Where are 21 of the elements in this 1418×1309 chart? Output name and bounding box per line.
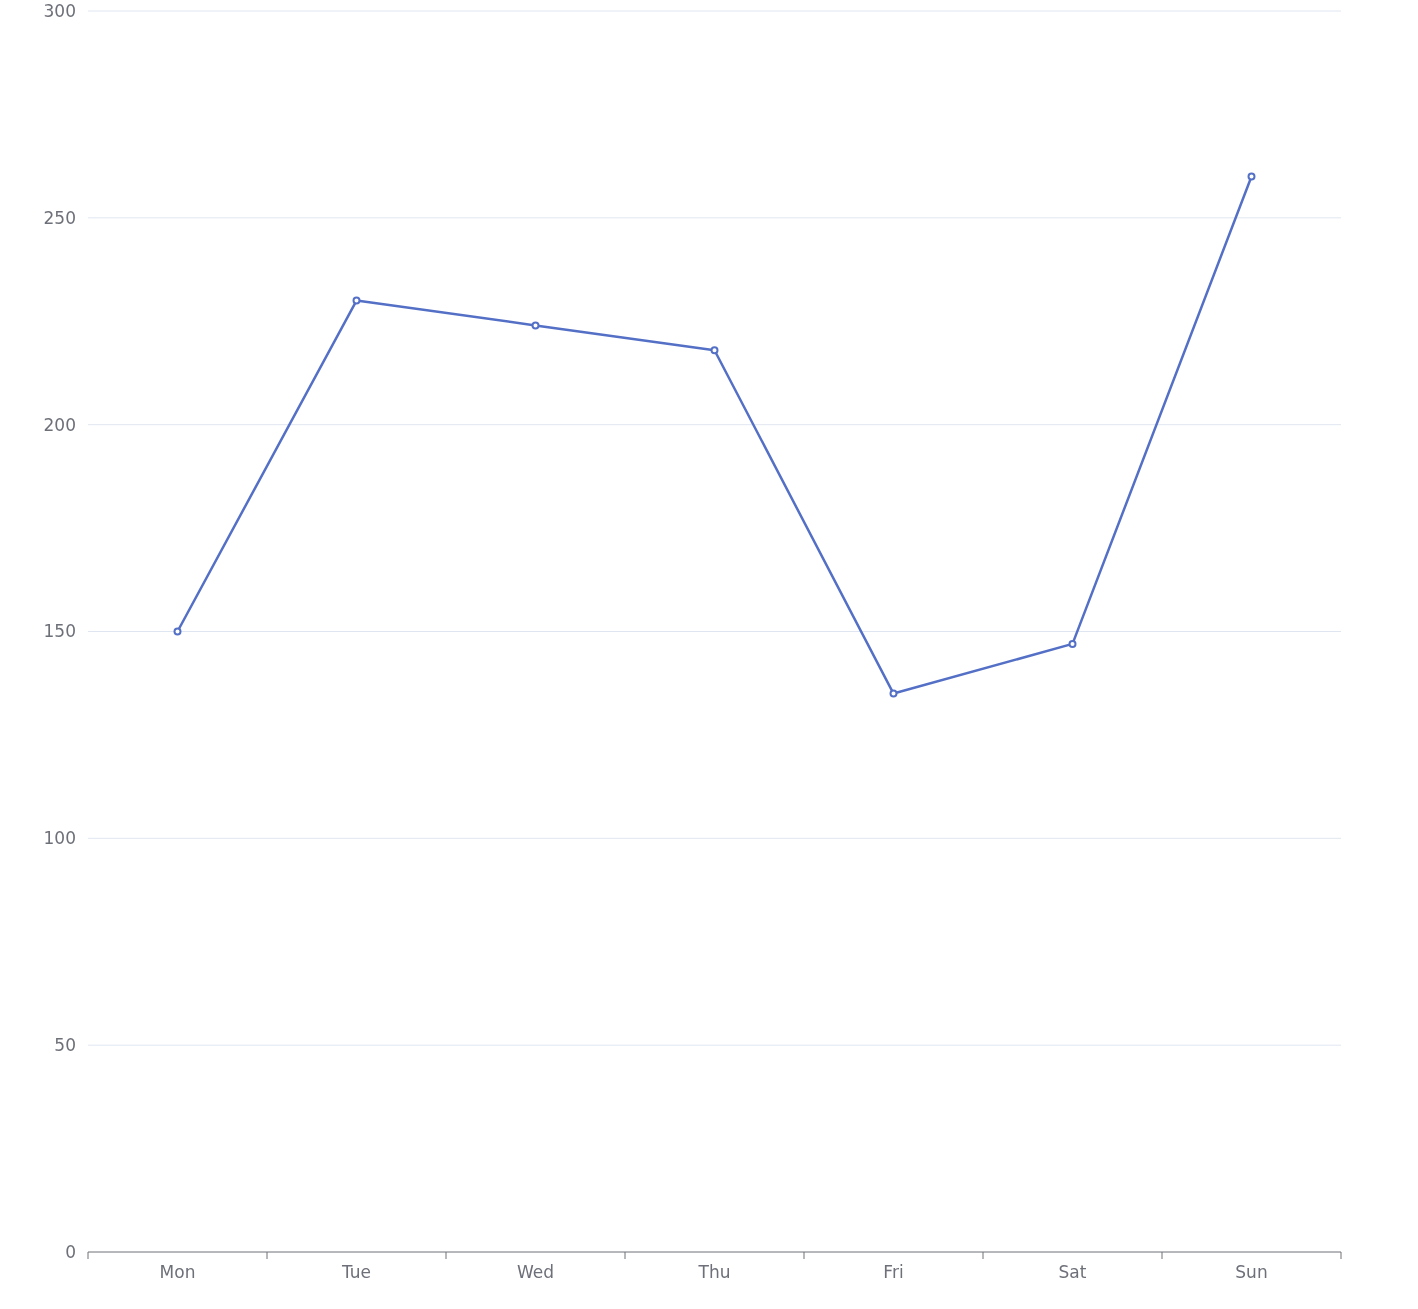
point [352,296,361,305]
x-tick-label: Thu [697,1262,731,1282]
y-tick-label: 50 [54,1035,76,1056]
point [1247,172,1256,181]
point [889,689,898,698]
point [173,627,182,636]
y-tick-label: 300 [43,0,76,21]
x-tick-label: Sat [1058,1262,1087,1282]
x-tick-label: Mon [159,1262,196,1282]
y-tick-label: 100 [43,828,76,849]
point [710,346,719,355]
y-tick-label: 150 [43,621,76,642]
x-tick-label: Wed [516,1262,555,1282]
point [1068,639,1077,648]
y-tick-label: 200 [43,414,76,435]
x-tick-label: Tue [340,1262,372,1282]
y-tick-label: 250 [43,207,76,228]
x-tick-label: Sun [1235,1262,1268,1282]
y-tick-label: 0 [65,1241,76,1262]
point [531,321,540,330]
x-tick-label: Fri [883,1262,904,1282]
